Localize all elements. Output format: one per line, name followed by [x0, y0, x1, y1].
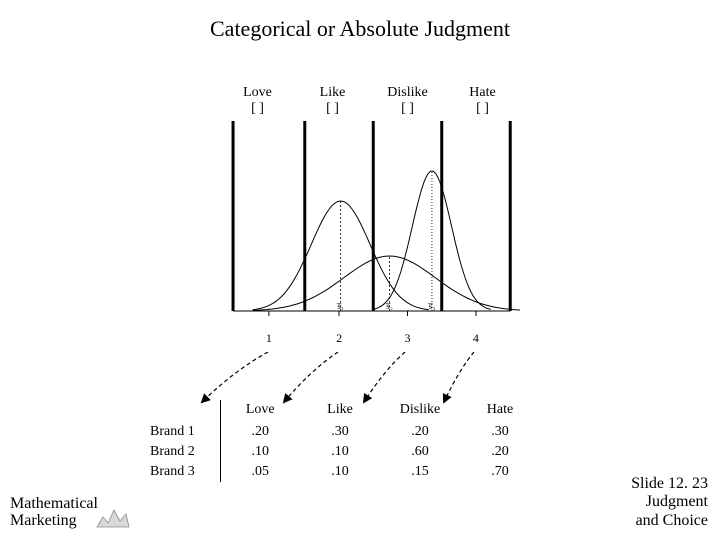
- curves-plot: s̅₁s̅₂s̅₃: [220, 121, 520, 331]
- row-label: Brand 1: [150, 422, 220, 442]
- xtick-4: 4: [473, 331, 479, 346]
- svg-text:s̅₃: s̅₃: [427, 301, 435, 311]
- table-header-row: Love Like Dislike Hate: [150, 400, 540, 422]
- xtick-2: 2: [336, 331, 342, 346]
- cell: .30: [300, 422, 380, 442]
- xtick-3: 3: [405, 331, 411, 346]
- col-blank: [150, 400, 220, 422]
- table-row: Brand 1 .20 .30 .20 .30: [150, 422, 540, 442]
- cell: .20: [380, 422, 460, 442]
- category-labels-row: Love[ ] Like[ ] Dislike[ ] Hate[ ]: [220, 85, 520, 117]
- probability-table: Love Like Dislike Hate Brand 1 .20 .30 .…: [150, 400, 541, 482]
- col-dislike: Dislike: [380, 400, 460, 422]
- cat-like: Like[ ]: [295, 85, 370, 117]
- footer-brand: Mathematical Marketing: [10, 495, 98, 530]
- cell: .10: [300, 462, 380, 482]
- cat-hate: Hate[ ]: [445, 85, 520, 117]
- cell: .10: [220, 442, 300, 462]
- xtick-1: 1: [266, 331, 272, 346]
- cell: .30: [460, 422, 540, 442]
- footer-slide-info: Slide 12. 23 Judgment and Choice: [631, 475, 708, 530]
- row-label: Brand 3: [150, 462, 220, 482]
- footer-logo-icon: [96, 506, 130, 528]
- cell: .70: [460, 462, 540, 482]
- svg-text:s̅₁: s̅₁: [336, 301, 344, 311]
- cell: .20: [460, 442, 540, 462]
- cell: .20: [220, 422, 300, 442]
- cell: .15: [380, 462, 460, 482]
- cell: .10: [300, 442, 380, 462]
- table-row: Brand 2 .10 .10 .60 .20: [150, 442, 540, 462]
- col-like: Like: [300, 400, 380, 422]
- cell: .60: [380, 442, 460, 462]
- page-title: Categorical or Absolute Judgment: [0, 16, 720, 42]
- cat-dislike: Dislike[ ]: [370, 85, 445, 117]
- col-love: Love: [220, 400, 300, 422]
- x-axis-numbers: 1 2 3 4: [220, 331, 520, 345]
- col-hate: Hate: [460, 400, 540, 422]
- table-row: Brand 3 .05 .10 .15 .70: [150, 462, 540, 482]
- row-label: Brand 2: [150, 442, 220, 462]
- cell: .05: [220, 462, 300, 482]
- judgment-figure: Love[ ] Like[ ] Dislike[ ] Hate[ ] s̅₁s̅…: [220, 85, 520, 345]
- cat-love: Love[ ]: [220, 85, 295, 117]
